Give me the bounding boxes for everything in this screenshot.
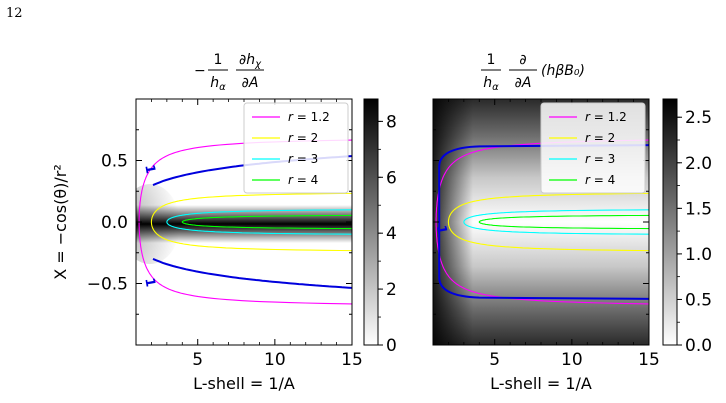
left-xlabel: L-shell = 1/A [193,374,295,393]
x-tick-label: 15 [638,350,660,370]
blue-contour [438,144,649,300]
title-prefix: − [194,63,206,79]
contour-r-3 [166,209,352,235]
y-tick-label: 0.0 [101,213,128,233]
colorbar-tick-label: 4 [386,224,397,244]
right-panel: 1 5 10 15 r = 1.2 r = 2 r = 3 r = 4 1 hα ∂ ∂A (hβ… [432,52,712,393]
x-tick-label: 5 [489,350,500,370]
contour-r-4 [478,214,649,230]
left-title: −1 hα ∂hχ ∂A [194,52,264,93]
x-tick-label: 15 [341,350,363,370]
colorbar-tick-label: 2.5 [685,108,712,128]
contour-r-2 [150,192,352,252]
colorbar-tick-label: 0.5 [685,290,712,310]
left-panel: 11 5 10 150.50.0−0.5 r = 1.2r = 2r = 3r = … [51,52,397,393]
right-title: 1 hα ∂ ∂A (hβB₀) [481,52,585,93]
title-frac-left-num: 1 [214,52,223,68]
right-xlabel: L-shell = 1/A [490,374,592,393]
left-heatmap-core [136,184,180,264]
blue-contour-label: 1 [433,224,449,236]
legend-entry: r = 4 [288,173,318,187]
title-frac-right-num: ∂ [519,52,526,68]
legend-entry: r = 3 [585,152,615,166]
colorbar-tick-label: 1.5 [685,199,712,219]
colorbar-tick-label: 2.0 [685,154,712,174]
title-frac-left-den: hα [210,75,226,93]
legend-box [243,102,349,194]
x-tick-label: 5 [192,350,203,370]
legend-entry: r = 2 [585,131,615,145]
title-frac-right-den: ∂A [242,75,259,91]
legend-entry: r = 4 [585,173,615,187]
left-colorbar [363,98,379,346]
title-frac-right-den: ∂A [515,75,532,91]
blue-contour-label-lower: 1 [141,277,157,289]
title-frac-left-num: 1 [487,52,496,68]
y-tick-label: 0.5 [101,152,128,172]
left-ylabel: X = −cos(θ)/r² [51,164,70,280]
title-frac-left-den: hα [483,75,499,93]
colorbar-tick-label: 0.0 [685,336,712,356]
x-tick-label: 10 [264,350,286,370]
blue-contour-lower [152,257,352,289]
legend-box [540,102,646,194]
page-number: 12 [6,6,23,21]
legend-entry: r = 1.2 [288,110,330,124]
legend-entry: r = 1.2 [585,110,627,124]
title-frac-right-num: ∂hχ [239,52,262,70]
colorbar-tick-label: 6 [386,168,397,188]
y-tick-label: −0.5 [87,275,128,295]
right-colorbar [662,98,678,346]
legend-entry: r = 2 [288,131,318,145]
title-suffix: (hβB₀) [541,63,585,79]
colorbar-tick-label: 0 [386,336,397,356]
x-tick-label: 10 [561,350,583,370]
colorbar-tick-label: 1.0 [685,245,712,265]
blue-contour-label-upper: 1 [141,164,157,176]
colorbar-tick-label: 2 [386,280,397,300]
contour-r-2 [447,192,649,252]
legend-entry: r = 3 [288,152,318,166]
contour-r-4 [181,214,352,230]
contour-r-3 [463,209,649,235]
colorbar-tick-label: 8 [386,112,397,132]
